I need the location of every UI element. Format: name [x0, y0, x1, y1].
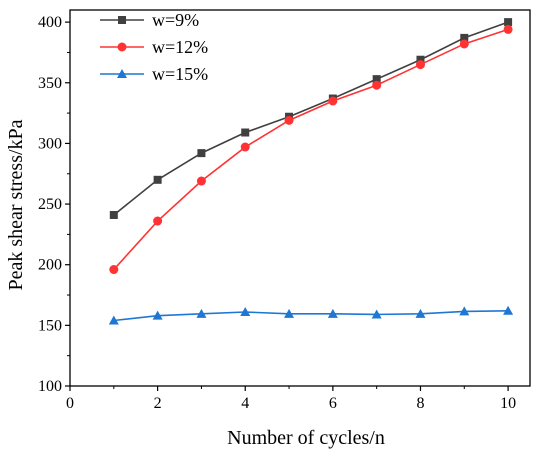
data-point: [153, 175, 162, 184]
data-point: [196, 308, 207, 318]
data-point: [240, 142, 250, 152]
series-layer: [108, 18, 514, 325]
data-point: [109, 265, 119, 275]
x-tick-label: 2: [154, 395, 162, 412]
x-tick-label: 4: [241, 395, 249, 412]
data-point: [371, 309, 382, 319]
x-axis-title: Number of cycles/n: [227, 427, 385, 449]
legend-item: w=12%: [100, 37, 208, 57]
legend-marker: [117, 69, 127, 78]
data-point: [327, 308, 338, 318]
legend-item: w=15%: [100, 64, 208, 84]
data-point: [503, 24, 513, 34]
data-point: [415, 308, 426, 318]
series-line: [113, 28, 509, 271]
legend-marker: [117, 42, 127, 52]
legend-label: w=9%: [152, 10, 199, 30]
x-axis: 0 2 4 6 8 10: [66, 386, 516, 412]
series-triangle: [108, 305, 514, 325]
data-point: [109, 210, 118, 219]
data-point: [284, 308, 295, 318]
y-tick-label: 300: [38, 135, 62, 152]
data-point: [241, 128, 250, 137]
plot-frame: [69, 9, 531, 387]
data-point: [240, 307, 251, 317]
data-point: [415, 60, 425, 70]
x-tick-label: 10: [500, 395, 516, 412]
data-point: [284, 115, 294, 125]
y-tick-label: 250: [38, 196, 62, 213]
data-point: [416, 55, 425, 64]
data-point: [153, 216, 163, 226]
legend: w=9% w=12% w=15%: [100, 10, 208, 84]
y-tick-label: 350: [38, 75, 62, 92]
data-point: [504, 18, 513, 27]
data-point: [372, 80, 382, 90]
x-tick-label: 8: [416, 395, 424, 412]
data-point: [152, 310, 163, 320]
data-point: [503, 305, 514, 315]
x-tick-label: 6: [329, 395, 337, 412]
y-tick-label: 150: [38, 317, 62, 334]
x-tick-label: 0: [66, 395, 74, 412]
data-point: [460, 33, 469, 42]
plot-area: [69, 9, 531, 387]
legend-item: w=9%: [100, 10, 199, 30]
y-tick-label: 400: [38, 14, 62, 31]
data-point: [459, 306, 470, 316]
y-tick-label: 100: [38, 378, 62, 395]
data-point: [372, 75, 381, 84]
series-line: [113, 310, 509, 322]
data-point: [328, 96, 338, 106]
series-line: [113, 21, 509, 216]
data-point: [196, 176, 206, 186]
y-axis-title: Peak shear stress/kPa: [5, 119, 27, 290]
legend-label: w=15%: [152, 64, 208, 84]
data-point: [459, 39, 469, 49]
legend-label: w=12%: [152, 37, 208, 57]
data-point: [197, 149, 206, 158]
data-point: [108, 315, 119, 325]
y-tick-label: 200: [38, 257, 62, 274]
legend-marker: [118, 16, 126, 24]
series-circle: [109, 24, 513, 275]
y-axis: 100 150 200 250 300 350 400: [38, 14, 70, 395]
